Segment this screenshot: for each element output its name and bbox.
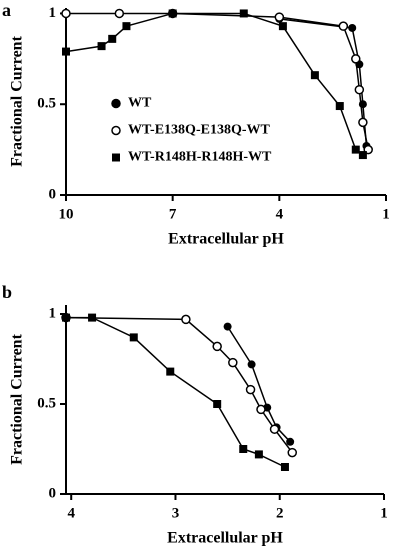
square-marker <box>335 102 344 111</box>
y-axis-label: Fractional Current <box>9 333 26 464</box>
open-circle-marker <box>256 404 266 415</box>
legend-swatch <box>112 153 120 162</box>
filled-circle-marker <box>286 437 295 446</box>
open-circle-marker <box>358 117 368 128</box>
open-circle-marker <box>181 314 191 325</box>
open-circle-marker <box>228 357 238 368</box>
open-circle-marker <box>354 84 365 95</box>
y-tick-label: 0.5 <box>37 96 56 112</box>
y-tick-label: 0 <box>49 485 57 501</box>
legend-label: WT-R148H-R148H-WT <box>128 150 272 165</box>
series-line <box>226 326 291 443</box>
x-tick-label: 10 <box>59 206 74 222</box>
x-tick-label: 1 <box>382 206 390 222</box>
filled-circle-marker <box>348 23 357 32</box>
square-marker <box>278 22 287 31</box>
filled-circle-marker <box>247 360 256 369</box>
panel-label: b <box>2 282 12 302</box>
open-circle-marker <box>114 8 125 19</box>
series-line <box>279 18 368 147</box>
square-marker <box>239 445 248 453</box>
legend-label: WT-E138Q-E138Q-WT <box>128 123 270 138</box>
legend-label: WT <box>128 96 152 111</box>
square-marker <box>351 145 360 154</box>
panel: 0 0.5 1 10 7 4 1 Extracellular pH Fractional Cur… <box>2 0 390 248</box>
panel: 0 0.5 1 4 3 2 1 Extracellular pH Fractional Curr… <box>2 282 388 547</box>
open-circle-marker <box>245 384 256 395</box>
square-marker <box>239 9 248 18</box>
square-marker <box>166 367 175 376</box>
y-tick-label: 0.5 <box>37 395 56 411</box>
y-tick-label: 0 <box>49 186 57 202</box>
open-circle-marker <box>287 447 297 458</box>
square-marker <box>168 9 177 18</box>
y-tick-label: 1 <box>49 305 57 321</box>
square-marker <box>122 22 131 31</box>
filled-circle-marker <box>223 322 232 331</box>
x-axis-label: Extracellular pH <box>168 231 284 248</box>
x-tick-label: 4 <box>276 206 284 222</box>
x-tick-label: 7 <box>169 206 177 222</box>
square-marker <box>97 42 106 51</box>
panel-label: a <box>2 0 11 20</box>
open-circle-marker <box>351 54 361 64</box>
y-tick-label: 1 <box>49 5 57 21</box>
square-marker <box>108 34 117 43</box>
open-circle-marker <box>61 8 71 19</box>
square-marker <box>62 313 70 322</box>
open-circle-marker <box>212 341 222 352</box>
open-circle-marker <box>338 21 349 31</box>
square-marker <box>88 313 97 322</box>
square-marker <box>254 450 263 459</box>
x-tick-label: 1 <box>380 505 388 521</box>
square-marker <box>213 400 222 408</box>
x-axis-label: Extracellular pH <box>167 530 283 547</box>
legend-swatch <box>111 98 121 109</box>
x-tick-label: 3 <box>172 505 180 521</box>
open-circle-marker <box>274 12 285 22</box>
x-tick-label: 4 <box>67 505 75 521</box>
square-marker <box>129 333 138 342</box>
y-axis-label: Fractional Current <box>9 35 26 166</box>
legend-swatch <box>111 125 121 136</box>
square-marker <box>358 151 367 160</box>
square-marker <box>62 47 70 56</box>
open-circle-marker <box>269 424 280 434</box>
square-marker <box>280 463 289 471</box>
x-tick-label: 2 <box>276 505 284 521</box>
square-marker <box>310 71 319 80</box>
